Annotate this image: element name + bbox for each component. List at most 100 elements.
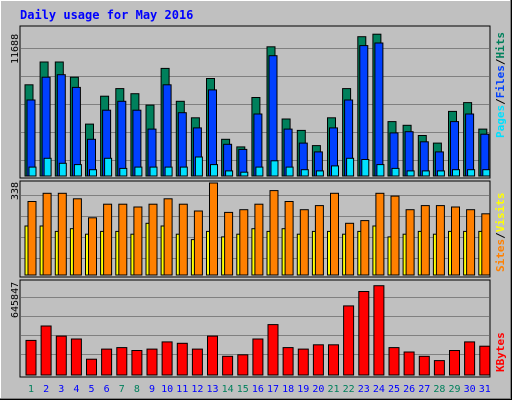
bar-kbytes-day-27 bbox=[418, 355, 430, 376]
day-label-18: 18 bbox=[282, 384, 294, 395]
legend-sites-visits: Sites/Visits bbox=[494, 193, 507, 273]
bar-files-day-11 bbox=[177, 112, 187, 177]
bar-pages-day-5 bbox=[89, 169, 97, 177]
bar-pages-day-7 bbox=[119, 167, 128, 177]
day-label-29: 29 bbox=[448, 384, 460, 395]
bar-pages-day-1 bbox=[28, 166, 37, 177]
bar-files-day-8 bbox=[132, 109, 142, 177]
day-label-1: 1 bbox=[28, 384, 34, 395]
bar-visits-day-13 bbox=[209, 182, 218, 276]
bar-kbytes-day-12 bbox=[191, 348, 203, 376]
day-label-4: 4 bbox=[73, 384, 79, 395]
bar-visits-day-8 bbox=[133, 206, 143, 276]
legend-files: Files bbox=[494, 65, 507, 98]
bar-kbytes-day-7 bbox=[116, 347, 128, 376]
bar-visits-day-9 bbox=[148, 203, 158, 276]
legend-sep-1: / bbox=[494, 98, 507, 105]
bar-visits-day-21 bbox=[330, 192, 339, 276]
bar-visits-day-25 bbox=[390, 195, 400, 276]
bar-visits-day-15 bbox=[239, 209, 249, 276]
day-label-12: 12 bbox=[191, 384, 203, 395]
bar-kbytes-day-28 bbox=[433, 360, 445, 376]
bar-kbytes-day-15 bbox=[237, 354, 249, 376]
day-label-27: 27 bbox=[418, 384, 430, 395]
bar-pages-day-17 bbox=[270, 160, 279, 177]
legend-pages: Pages bbox=[494, 105, 507, 138]
day-label-9: 9 bbox=[149, 384, 155, 395]
bar-kbytes-day-11 bbox=[176, 342, 188, 376]
bar-pages-day-20 bbox=[315, 170, 324, 177]
y-max-label-visits: 338 bbox=[10, 182, 21, 200]
legend-pages-files-hits: Pages/Files/Hits bbox=[494, 32, 507, 138]
day-label-5: 5 bbox=[88, 384, 94, 395]
day-label-14: 14 bbox=[222, 384, 234, 395]
bar-pages-day-14 bbox=[225, 170, 234, 177]
bar-kbytes-day-17 bbox=[267, 324, 279, 376]
bar-files-day-10 bbox=[162, 84, 172, 177]
day-label-28: 28 bbox=[433, 384, 445, 395]
bar-kbytes-day-2 bbox=[40, 325, 52, 376]
day-label-6: 6 bbox=[104, 384, 110, 395]
legend-kbytes: KBytes bbox=[494, 332, 507, 372]
bar-visits-day-4 bbox=[72, 198, 82, 276]
day-label-7: 7 bbox=[119, 384, 125, 395]
bar-visits-day-26 bbox=[405, 209, 415, 276]
bar-files-day-13 bbox=[208, 89, 217, 177]
bar-visits-day-3 bbox=[57, 192, 67, 276]
y-max-label-kbytes: 645847 bbox=[10, 282, 21, 318]
day-label-3: 3 bbox=[58, 384, 64, 395]
bar-pages-day-29 bbox=[452, 169, 460, 177]
bar-visits-day-27 bbox=[420, 205, 430, 276]
y-max-label-hits: 11688 bbox=[10, 34, 21, 64]
bar-visits-day-18 bbox=[284, 201, 294, 276]
bar-visits-day-19 bbox=[299, 209, 309, 276]
bar-pages-day-26 bbox=[406, 170, 415, 177]
bar-kbytes-day-14 bbox=[222, 355, 234, 376]
day-label-31: 31 bbox=[479, 384, 491, 395]
bar-kbytes-day-13 bbox=[207, 335, 218, 376]
bar-visits-day-28 bbox=[435, 205, 445, 276]
day-label-21: 21 bbox=[327, 384, 339, 395]
bar-pages-day-22 bbox=[346, 157, 355, 177]
bar-pages-day-25 bbox=[391, 167, 400, 177]
bar-pages-day-8 bbox=[134, 166, 143, 177]
bar-kbytes-day-10 bbox=[161, 341, 173, 376]
bar-visits-day-14 bbox=[224, 211, 234, 276]
bar-visits-day-30 bbox=[466, 209, 476, 276]
bar-visits-day-31 bbox=[481, 213, 491, 276]
bar-kbytes-day-24 bbox=[373, 285, 385, 376]
bar-kbytes-day-30 bbox=[464, 341, 476, 376]
bar-pages-day-16 bbox=[255, 166, 264, 177]
bar-visits-day-11 bbox=[178, 203, 188, 276]
bar-files-day-24 bbox=[374, 42, 384, 177]
bar-visits-day-16 bbox=[254, 203, 264, 276]
bar-pages-day-30 bbox=[467, 169, 476, 177]
bar-kbytes-day-3 bbox=[55, 335, 67, 376]
day-label-25: 25 bbox=[388, 384, 400, 395]
day-label-17: 17 bbox=[267, 384, 279, 395]
bar-pages-day-13 bbox=[210, 164, 218, 177]
bar-visits-day-12 bbox=[193, 210, 203, 276]
bar-visits-day-1 bbox=[27, 201, 37, 276]
bar-pages-day-24 bbox=[376, 164, 385, 177]
bar-pages-day-6 bbox=[104, 157, 113, 177]
bar-pages-day-23 bbox=[361, 159, 370, 177]
day-label-22: 22 bbox=[343, 384, 355, 395]
bar-visits-day-20 bbox=[314, 205, 324, 276]
day-label-24: 24 bbox=[373, 384, 385, 395]
bar-files-day-30 bbox=[465, 113, 475, 177]
bar-pages-day-11 bbox=[179, 166, 188, 177]
bar-kbytes-day-23 bbox=[358, 291, 370, 376]
bar-pages-day-2 bbox=[43, 157, 52, 177]
bar-pages-day-12 bbox=[194, 156, 203, 177]
bar-kbytes-day-19 bbox=[297, 348, 309, 376]
bar-pages-day-4 bbox=[73, 164, 82, 177]
bar-visits-day-5 bbox=[88, 217, 97, 276]
bar-visits-day-24 bbox=[375, 192, 385, 276]
bar-visits-day-22 bbox=[345, 222, 355, 276]
bar-visits-day-17 bbox=[269, 190, 279, 276]
bar-pages-day-9 bbox=[149, 166, 158, 177]
day-label-13: 13 bbox=[206, 384, 218, 395]
bar-visits-day-10 bbox=[163, 198, 173, 276]
